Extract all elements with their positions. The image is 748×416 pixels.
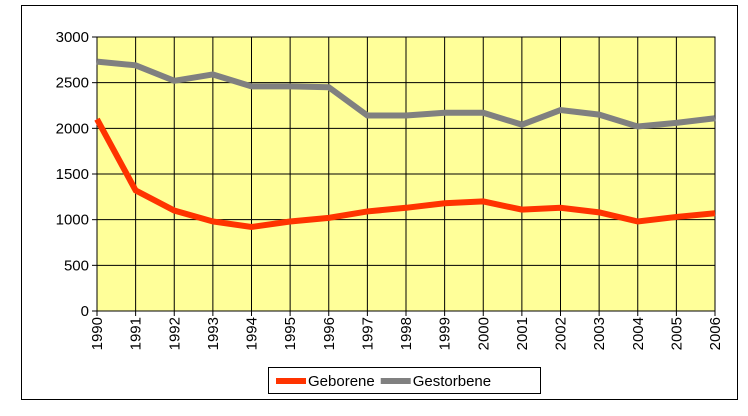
line-series: [96, 58, 716, 130]
x-tick-label: 1995: [282, 317, 299, 350]
legend-label: Geborene: [308, 373, 375, 390]
x-tick-label: 1994: [244, 317, 261, 350]
x-tick-label: 2002: [553, 317, 570, 350]
x-tick-label: 2005: [668, 317, 685, 350]
y-tick-label: 1500: [56, 166, 89, 183]
x-tick-label: 2003: [591, 317, 608, 350]
line-series: [94, 117, 716, 231]
x-tick-label: 1997: [359, 317, 376, 350]
x-tick-label: 1990: [89, 317, 106, 350]
y-tick-label: 1000: [56, 212, 89, 229]
y-tick-label: 500: [64, 257, 89, 274]
x-tick-label: 1998: [398, 317, 415, 350]
y-tick-label: 2000: [56, 120, 89, 137]
x-tick-label: 1996: [321, 317, 338, 350]
x-tick-label: 1993: [205, 317, 222, 350]
x-tick-label: 2001: [514, 317, 531, 350]
x-tick-label: 1992: [166, 317, 183, 350]
x-tick-label: 2000: [475, 317, 492, 350]
x-tick-label: 1999: [437, 317, 454, 350]
x-tick-label: 2006: [707, 317, 724, 350]
y-tick-label: 3000: [56, 29, 89, 46]
x-tick-label: 2004: [630, 317, 647, 350]
x-tick-label: 1991: [128, 317, 145, 350]
y-tick-label: 2500: [56, 75, 89, 92]
y-tick-label: 0: [81, 303, 89, 320]
legend-label: Gestorbene: [413, 373, 491, 390]
